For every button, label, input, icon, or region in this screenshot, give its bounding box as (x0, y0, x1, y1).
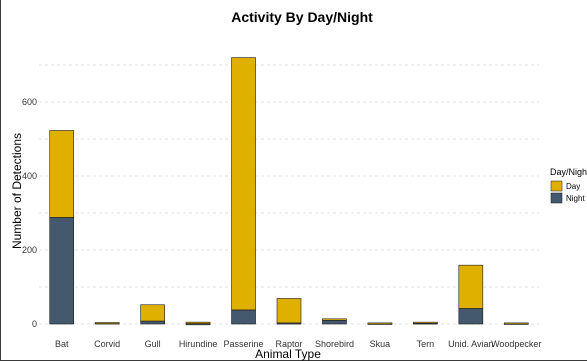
grid-lines (39, 64, 539, 325)
x-tick-label-unid-avian: Unid. Avian (448, 339, 493, 349)
bars (49, 57, 529, 326)
y-tick-label-0: 0 (32, 319, 37, 329)
legend-swatch-day (550, 180, 563, 192)
bar-day-corvid (94, 322, 120, 325)
y-tick-label-400: 400 (22, 171, 37, 181)
x-tick-labels: Bat Corvid Gull Hirundine Passerine Raptor Sho… (55, 339, 541, 349)
x-axis-title: Animal Type (255, 347, 321, 361)
y-tick-label-200: 200 (22, 245, 37, 255)
x-tick-label-tern: Tern (417, 339, 435, 349)
bar-day-woodpecker (503, 322, 529, 325)
x-tick-label-gull: Gull (145, 339, 161, 349)
bar-day-skua (367, 322, 393, 325)
bar-day-shorebird (322, 318, 347, 321)
bar-night-passerine (231, 309, 256, 325)
x-tick-label-woodpecker: Woodpecker (491, 339, 541, 349)
bar-day-hirundine (185, 321, 211, 324)
x-tick-label-bat: Bat (55, 339, 69, 349)
x-tick-label-shorebird: Shorebird (315, 339, 354, 349)
x-tick-label-hirundine: Hirundine (179, 339, 218, 349)
legend-label-day: Day (566, 182, 580, 191)
y-tick-labels: 0 200 400 600 (22, 97, 37, 329)
legend-swatch-night (550, 192, 563, 204)
legend-title: Day/Night (550, 167, 587, 177)
x-tick-label-passerine: Passerine (224, 339, 264, 349)
bar-night-gull (140, 320, 165, 325)
x-tick-label-raptor: Raptor (275, 339, 302, 349)
bar-night-shorebird (322, 319, 347, 325)
bar-day-bat (49, 130, 75, 218)
chart-title: Activity By Day/Night (231, 9, 373, 25)
x-tick-label-corvid: Corvid (94, 339, 120, 349)
y-tick-label-600: 600 (22, 97, 37, 107)
y-axis-title: Number of Detections (10, 133, 24, 249)
bar-day-passerine (231, 57, 256, 311)
bar-day-tern (413, 321, 438, 324)
legend: Day/Night Day Night (550, 167, 587, 204)
x-tick-label-skua: Skua (370, 339, 391, 349)
bar-night-bat (49, 217, 75, 325)
bar-day-unid-avian (458, 264, 484, 309)
bar-day-raptor (276, 298, 302, 324)
bar-day-gull (140, 304, 165, 322)
legend-label-night: Night (566, 194, 585, 203)
bar-night-unid-avian (458, 308, 484, 325)
